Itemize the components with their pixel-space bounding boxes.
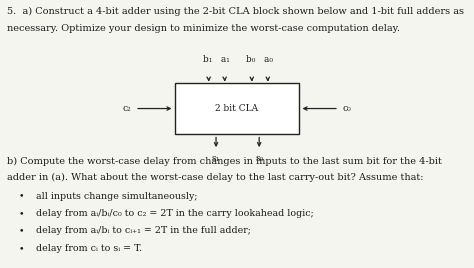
Text: c₀: c₀ <box>343 104 351 113</box>
Bar <box>175 83 299 134</box>
Text: all inputs change simultaneously;: all inputs change simultaneously; <box>36 192 197 201</box>
Text: s₀: s₀ <box>255 154 264 163</box>
Text: adder in (a). What about the worst-case delay to the last carry-out bit? Assume : adder in (a). What about the worst-case … <box>7 173 424 182</box>
Text: b₀   a₀: b₀ a₀ <box>246 55 273 64</box>
Text: b) Compute the worst-case delay from changes in inputs to the last sum bit for t: b) Compute the worst-case delay from cha… <box>7 157 442 166</box>
Text: •: • <box>19 226 25 236</box>
Text: •: • <box>19 244 25 253</box>
Text: b₁   a₁: b₁ a₁ <box>203 55 230 64</box>
Text: s₁: s₁ <box>212 154 220 163</box>
Text: delay from cᵢ to sᵢ = T.: delay from cᵢ to sᵢ = T. <box>36 244 142 253</box>
Text: •: • <box>19 209 25 218</box>
Text: delay from aᵢ/bᵢ/c₀ to c₂ = 2T in the carry lookahead logic;: delay from aᵢ/bᵢ/c₀ to c₂ = 2T in the ca… <box>36 209 313 218</box>
Text: 2 bit CLA: 2 bit CLA <box>216 104 258 113</box>
Text: c₂: c₂ <box>123 104 131 113</box>
Text: 5.  a) Construct a 4-bit adder using the 2-bit CLA block shown below and 1-bit f: 5. a) Construct a 4-bit adder using the … <box>7 7 464 16</box>
Text: •: • <box>19 192 25 201</box>
Text: delay from aᵢ/bᵢ to cᵢ₊₁ = 2T in the full adder;: delay from aᵢ/bᵢ to cᵢ₊₁ = 2T in the ful… <box>36 226 250 236</box>
Text: necessary. Optimize your design to minimize the worst-case computation delay.: necessary. Optimize your design to minim… <box>7 24 400 33</box>
